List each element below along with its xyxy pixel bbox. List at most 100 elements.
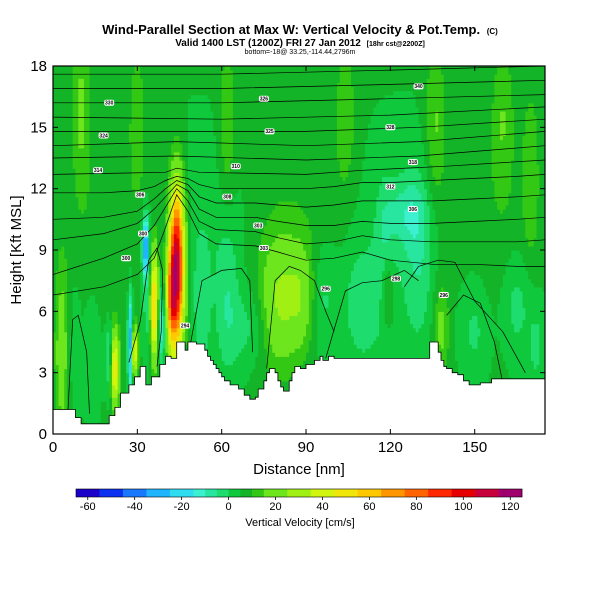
- velocity-cell: [131, 209, 136, 214]
- velocity-cell: [64, 213, 68, 218]
- velocity-cell: [55, 335, 60, 341]
- velocity-cell: [81, 143, 85, 149]
- velocity-cell: [117, 393, 122, 398]
- velocity-cell: [61, 135, 65, 141]
- velocity-cell: [109, 250, 113, 255]
- velocity-cell: [61, 274, 65, 280]
- velocity-cell: [112, 110, 116, 116]
- velocity-cell: [106, 258, 110, 263]
- velocity-cell: [64, 393, 68, 398]
- velocity-cell: [114, 98, 119, 104]
- velocity-cell: [109, 209, 113, 214]
- velocity-cell: [112, 384, 116, 390]
- velocity-cell: [61, 352, 65, 357]
- velocity-cell: [131, 225, 136, 231]
- velocity-cell: [72, 70, 77, 75]
- velocity-cell: [53, 237, 57, 243]
- velocity-cell: [67, 143, 71, 149]
- velocity-cell: [75, 164, 79, 169]
- velocity-cell: [103, 233, 108, 239]
- velocity-cell: [106, 143, 110, 149]
- velocity-cell: [89, 168, 93, 173]
- velocity-cell: [64, 151, 68, 157]
- velocity-cell: [86, 213, 91, 218]
- velocity-cell: [78, 348, 82, 353]
- velocity-cell: [97, 364, 102, 370]
- velocity-cell: [128, 164, 133, 169]
- velocity-cell: [123, 115, 127, 120]
- velocity-cell: [75, 196, 79, 202]
- velocity-cell: [100, 180, 105, 186]
- velocity-cell: [103, 413, 108, 419]
- velocity-cell: [131, 82, 136, 88]
- velocity-cell: [117, 307, 122, 312]
- velocity-cell: [134, 348, 138, 353]
- velocity-cell: [109, 319, 113, 325]
- velocity-cell: [95, 74, 99, 79]
- velocity-cell: [64, 229, 68, 235]
- velocity-cell: [128, 319, 133, 325]
- velocity-cell: [120, 151, 124, 157]
- velocity-cell: [117, 106, 122, 112]
- velocity-cell: [95, 233, 99, 239]
- velocity-cell: [106, 262, 110, 267]
- velocity-cell: [112, 70, 116, 75]
- velocity-cell: [134, 282, 138, 288]
- velocity-cell: [134, 172, 138, 177]
- velocity-cell: [81, 200, 85, 206]
- velocity-cell: [103, 335, 108, 341]
- velocity-cell: [83, 94, 88, 100]
- velocity-cell: [120, 205, 124, 210]
- velocity-cell: [75, 389, 79, 394]
- velocity-cell: [106, 119, 110, 124]
- velocity-cell: [114, 200, 119, 206]
- velocity-cell: [112, 409, 116, 415]
- velocity-cell: [53, 209, 57, 214]
- velocity-cell: [103, 356, 108, 361]
- velocity-cell: [86, 90, 91, 96]
- velocity-cell: [72, 335, 77, 341]
- velocity-cell: [89, 229, 93, 235]
- velocity-cell: [97, 294, 102, 300]
- velocity-cell: [64, 119, 68, 124]
- velocity-cell: [128, 155, 133, 161]
- velocity-cell: [69, 356, 74, 361]
- velocity-cell: [120, 315, 124, 321]
- velocity-cell: [100, 172, 105, 177]
- velocity-cell: [103, 168, 108, 173]
- velocity-cell: [58, 213, 63, 218]
- velocity-cell: [58, 82, 63, 88]
- velocity-cell: [67, 74, 71, 79]
- velocity-cell: [69, 282, 74, 288]
- velocity-cell: [61, 384, 65, 390]
- velocity-cell: [112, 78, 116, 83]
- velocity-cell: [100, 307, 105, 312]
- velocity-cell: [58, 397, 63, 402]
- velocity-cell: [72, 241, 77, 247]
- velocity-cell: [75, 151, 79, 157]
- velocity-cell: [83, 270, 88, 276]
- velocity-cell: [117, 348, 122, 353]
- velocity-cell: [112, 184, 116, 190]
- velocity-cell: [72, 127, 77, 133]
- velocity-cell: [72, 344, 77, 349]
- velocity-cell: [100, 164, 105, 169]
- velocity-cell: [89, 417, 93, 423]
- velocity-cell: [64, 155, 68, 161]
- velocity-cell: [83, 335, 88, 341]
- velocity-cell: [53, 393, 57, 398]
- velocity-cell: [75, 221, 79, 227]
- velocity-cell: [78, 196, 82, 202]
- velocity-cell: [95, 119, 99, 124]
- velocity-cell: [109, 290, 113, 296]
- velocity-cell: [95, 282, 99, 288]
- velocity-cell: [131, 323, 136, 329]
- velocity-cell: [53, 319, 57, 325]
- velocity-cell: [95, 90, 99, 96]
- velocity-cell: [117, 266, 122, 272]
- velocity-cell: [112, 405, 116, 411]
- velocity-cell: [114, 339, 119, 345]
- velocity-cell: [64, 278, 68, 284]
- velocity-cell: [131, 164, 136, 169]
- velocity-cell: [81, 151, 85, 157]
